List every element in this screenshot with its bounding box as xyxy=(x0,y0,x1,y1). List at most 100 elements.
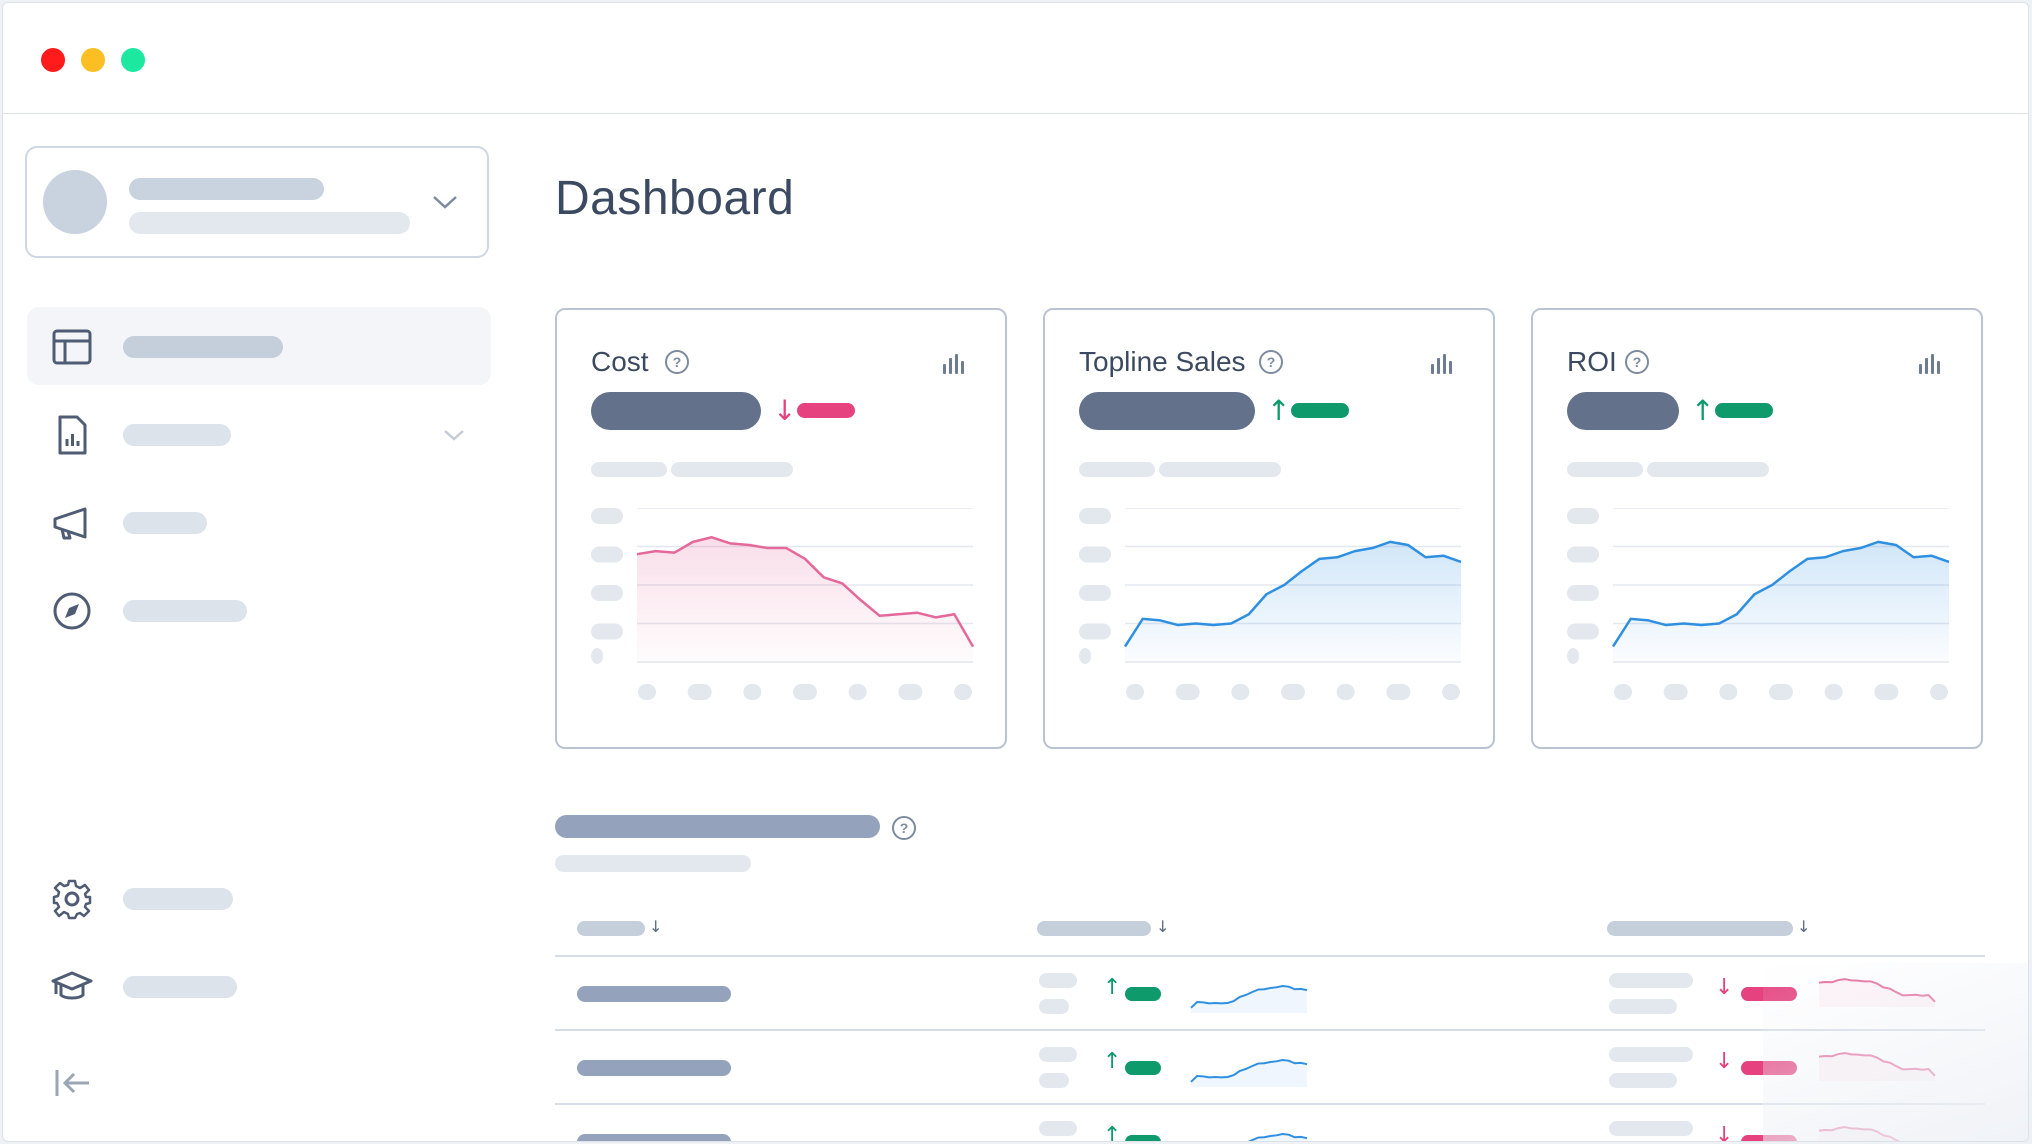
column-header[interactable] xyxy=(577,921,645,936)
subtitle-placeholder xyxy=(1567,462,1643,477)
table-row[interactable]: ↑ ↓ xyxy=(555,1031,1985,1103)
row-divider xyxy=(555,1029,1985,1031)
chevron-down-icon xyxy=(433,196,457,209)
x-tick-label xyxy=(1769,684,1793,700)
account-subtitle xyxy=(129,212,410,234)
x-tick-label xyxy=(1874,684,1899,700)
chart-area xyxy=(1125,541,1461,662)
sort-arrow-icon[interactable]: ↓ xyxy=(649,917,663,936)
table-row[interactable]: ↑ ↓ xyxy=(555,957,1985,1029)
account-name xyxy=(129,178,324,200)
x-tick-label xyxy=(743,684,762,700)
trend-up-indicator: ↑ xyxy=(1691,392,1811,430)
arrow-down-icon: ↓ xyxy=(1715,1123,1734,1142)
cell-value xyxy=(1609,1047,1693,1062)
x-tick-label xyxy=(793,684,817,700)
cell-value xyxy=(1039,1047,1077,1062)
layout-icon xyxy=(52,329,92,365)
chart-area xyxy=(637,537,973,662)
trend-chart xyxy=(1567,508,1950,700)
bar-chart-icon[interactable] xyxy=(1919,352,1943,374)
cell-name xyxy=(577,1060,731,1076)
arrow-down-icon: ↓ xyxy=(1715,975,1734,1000)
metric-value xyxy=(591,392,761,430)
sparkline xyxy=(1247,1133,1308,1141)
trend-value xyxy=(1741,1061,1797,1075)
help-icon[interactable]: ? xyxy=(892,816,916,840)
bar-chart-icon[interactable] xyxy=(943,352,967,374)
account-switcher[interactable] xyxy=(25,146,489,258)
trend-value xyxy=(797,403,855,418)
x-tick-label xyxy=(1386,684,1411,700)
trend-chart xyxy=(591,508,975,700)
y-tick-label xyxy=(1079,623,1111,640)
bar-chart-icon[interactable] xyxy=(1431,352,1455,374)
help-icon[interactable]: ? xyxy=(1625,350,1649,374)
y-tick-label xyxy=(1567,585,1599,601)
sidebar-item-settings[interactable] xyxy=(27,859,491,937)
metric-card[interactable]: Topline Sales? ↑ xyxy=(1043,308,1495,749)
y-tick-label xyxy=(1079,585,1111,601)
cell-subvalue xyxy=(1609,1073,1677,1088)
trend-chart xyxy=(1079,508,1462,700)
minimize-window-button[interactable] xyxy=(81,48,105,72)
chart-area xyxy=(1613,541,1949,662)
help-icon[interactable]: ? xyxy=(1259,350,1283,374)
sidebar-item-dashboard[interactable] xyxy=(27,307,491,385)
y-tick-label xyxy=(591,623,623,640)
x-tick-label xyxy=(1175,684,1200,700)
metric-card[interactable]: Cost? ↓ xyxy=(555,308,1007,749)
collapse-sidebar-icon[interactable] xyxy=(53,1066,93,1100)
subtitle-placeholder xyxy=(591,462,667,477)
compass-icon xyxy=(53,592,91,630)
metric-card[interactable]: ROI? ↑ xyxy=(1531,308,1983,749)
sidebar-item-explore[interactable] xyxy=(27,571,491,649)
sparkline xyxy=(1818,1126,1901,1141)
y-tick-label xyxy=(1567,648,1579,664)
table-row[interactable]: ↑ ↓ xyxy=(555,1105,1985,1142)
maximize-window-button[interactable] xyxy=(121,48,145,72)
row-divider xyxy=(555,1103,1985,1105)
gear-icon xyxy=(52,879,92,920)
x-tick-label xyxy=(1930,684,1948,700)
sort-arrow-icon[interactable]: ↓ xyxy=(1797,917,1811,936)
sidebar-item-label xyxy=(123,888,233,910)
x-tick-label xyxy=(1442,684,1460,700)
metric-value xyxy=(1567,392,1679,430)
y-tick-label xyxy=(1567,508,1599,524)
arrow-up-icon: ↑ xyxy=(1103,1123,1122,1142)
sidebar-item-reports[interactable] xyxy=(27,395,491,473)
x-tick-label xyxy=(1824,684,1843,700)
cell-value xyxy=(1609,973,1693,988)
help-icon[interactable]: ? xyxy=(665,350,689,374)
x-tick-label xyxy=(954,684,972,700)
sparkline xyxy=(1818,1052,1936,1081)
trend-up-indicator: ↑ xyxy=(1267,392,1387,430)
sidebar-item-label xyxy=(123,600,247,622)
y-tick-label xyxy=(591,648,603,664)
trend-value xyxy=(1291,403,1349,418)
close-window-button[interactable] xyxy=(41,48,65,72)
column-header[interactable] xyxy=(1607,921,1793,936)
row-divider xyxy=(555,955,1985,957)
sidebar-item-label xyxy=(123,976,237,998)
y-tick-label xyxy=(591,585,623,601)
section-title xyxy=(555,815,880,838)
column-header[interactable] xyxy=(1037,921,1151,936)
section-subtitle xyxy=(555,855,751,872)
trend-value xyxy=(1715,403,1773,418)
sidebar-item-label xyxy=(123,424,231,446)
sidebar-item-label xyxy=(123,336,283,358)
subtitle-placeholder xyxy=(671,462,793,477)
card-title: Topline Sales xyxy=(1079,346,1246,377)
x-tick-label xyxy=(687,684,712,700)
chart-line xyxy=(636,536,975,648)
y-tick-label xyxy=(591,546,623,563)
sidebar-item-learning[interactable] xyxy=(27,947,491,1025)
trend-value xyxy=(1741,1135,1797,1141)
sidebar-item-campaigns[interactable] xyxy=(27,483,491,561)
sort-arrow-icon[interactable]: ↓ xyxy=(1156,917,1170,936)
subtitle-placeholder xyxy=(1647,462,1769,477)
arrow-down-icon: ↓ xyxy=(773,394,797,427)
